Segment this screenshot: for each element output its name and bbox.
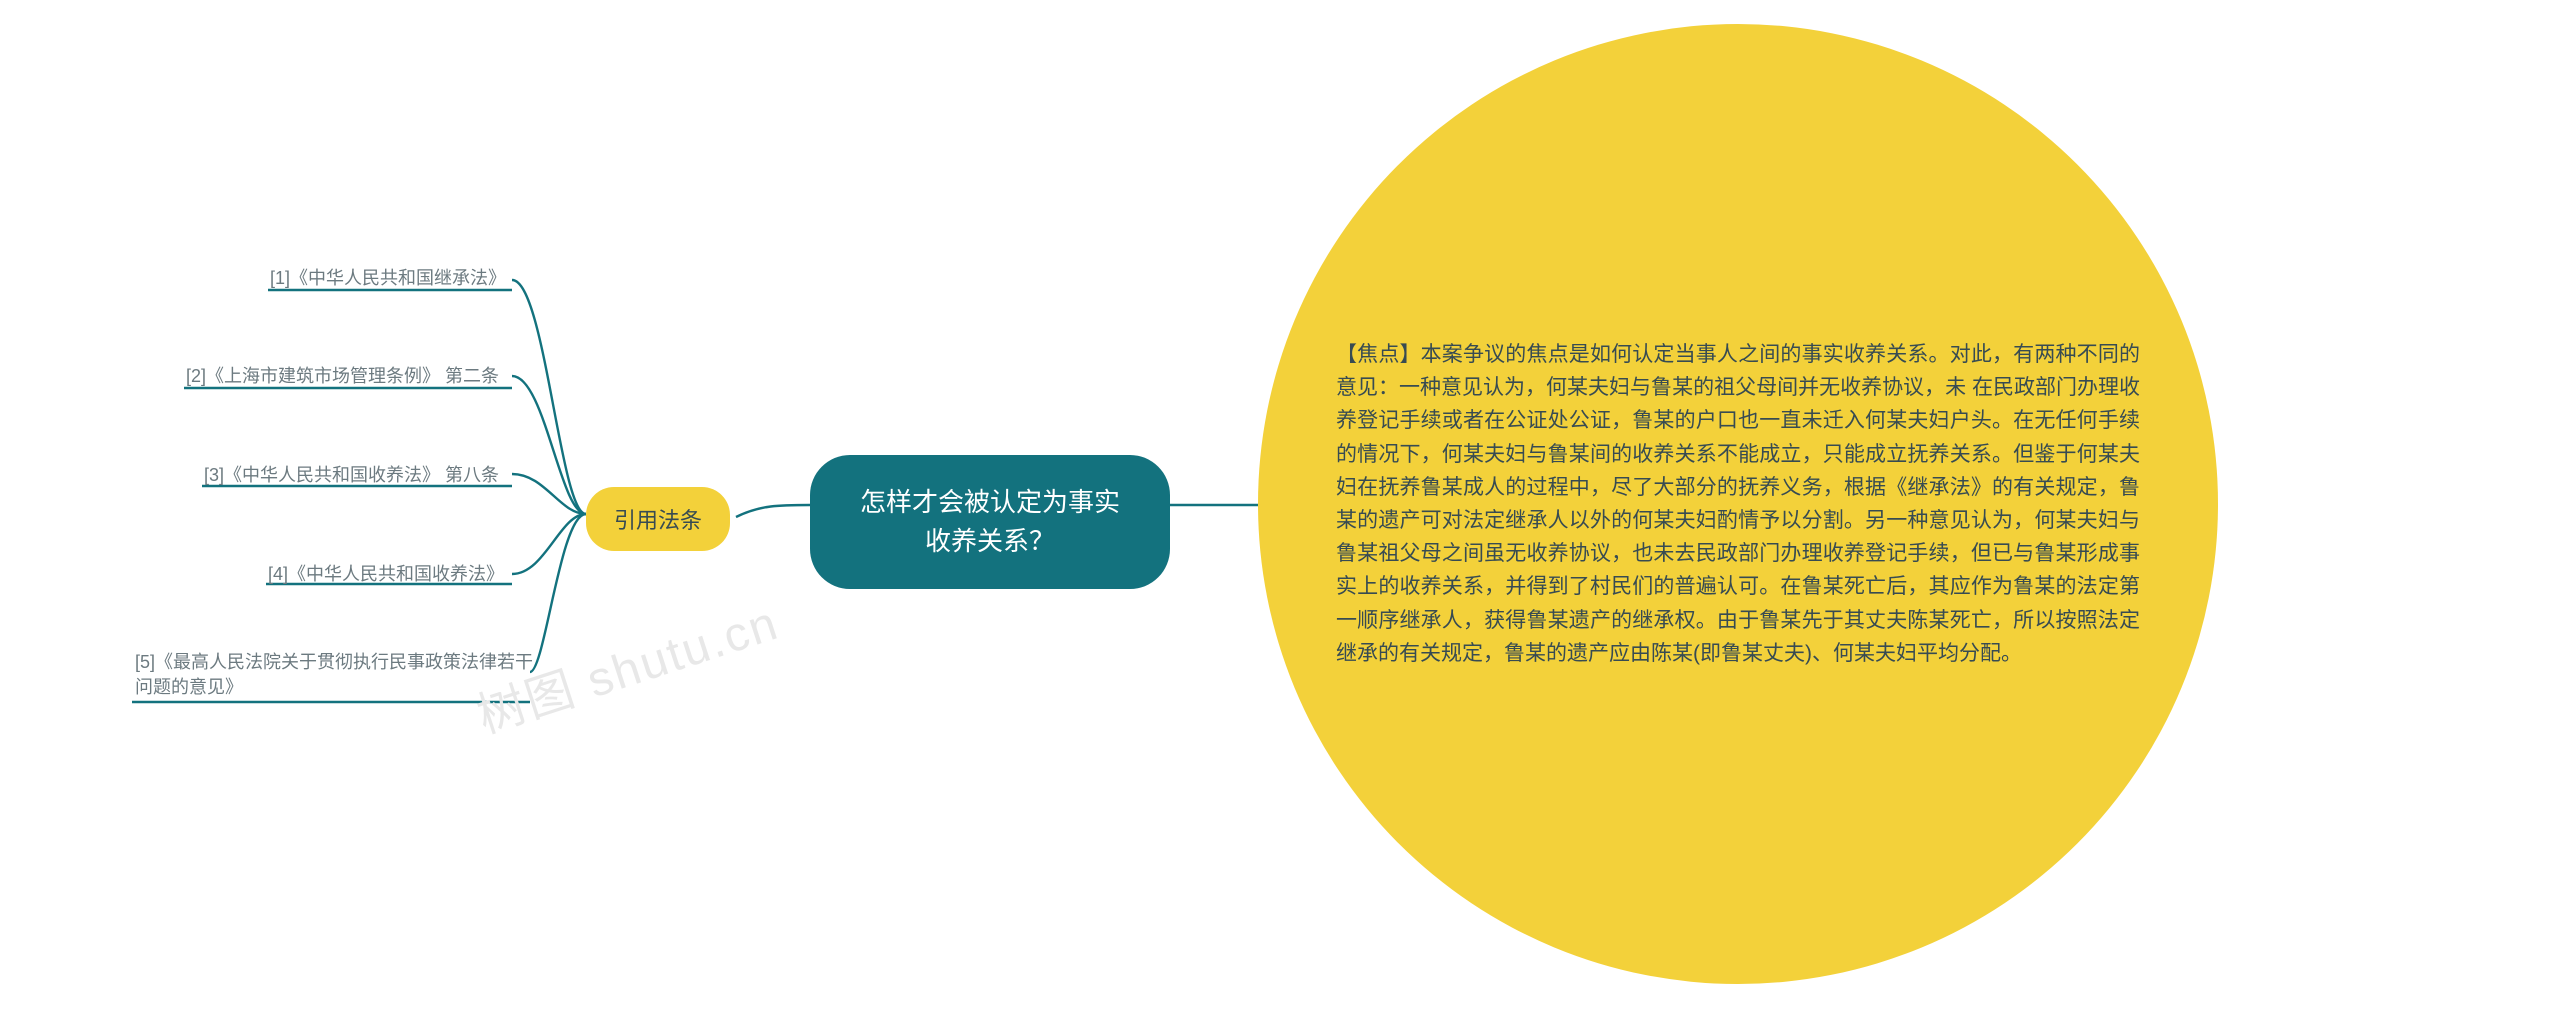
- leaf-2: [2]《上海市建筑市场管理条例》 第二条: [186, 364, 499, 389]
- center-topic: 怎样才会被认定为事实收养关系？: [810, 455, 1170, 589]
- right-bubble-text: 【焦点】本案争议的焦点是如何认定当事人之间的事实收养关系。对此，有两种不同的意见…: [1336, 338, 2140, 670]
- left-branch-label: 引用法条: [586, 487, 730, 551]
- leaf-4: [4]《中华人民共和国收养法》: [268, 562, 504, 587]
- right-bubble: 【焦点】本案争议的焦点是如何认定当事人之间的事实收养关系。对此，有两种不同的意见…: [1258, 24, 2218, 984]
- leaf-1: [1]《中华人民共和国继承法》: [270, 266, 506, 291]
- leaf-5: [5]《最高人民法院关于贯彻执行民事政策法律若干问题的意见》: [135, 650, 535, 700]
- leaf-3: [3]《中华人民共和国收养法》 第八条: [204, 463, 499, 488]
